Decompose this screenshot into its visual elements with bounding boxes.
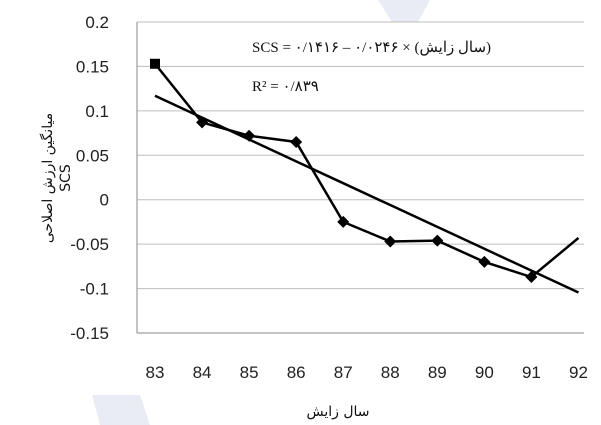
point-85 xyxy=(243,129,256,142)
x-tick-label-86: 86 xyxy=(287,363,306,382)
point-91 xyxy=(525,271,538,284)
y-tick-labels: 0.2 0.15 0.1 0.05 0 -0.05 -0.1 -0.15 xyxy=(70,13,109,343)
x-tick-label-87: 87 xyxy=(334,363,353,382)
x-tick-label-91: 91 xyxy=(522,363,541,382)
watermark-shape-bottom xyxy=(92,395,150,425)
x-tick-label-89: 89 xyxy=(428,363,447,382)
point-87 xyxy=(337,215,350,228)
y-tick-label-4: 0 xyxy=(100,191,109,210)
y-tick-label-6: -0.1 xyxy=(80,280,109,299)
watermark-shape-top xyxy=(378,0,430,22)
y-tick-label-3: 0.05 xyxy=(76,146,109,165)
series-observed-line xyxy=(154,62,580,279)
point-83 xyxy=(150,58,160,69)
r-squared-label: R² = ۰/۸۳۹ xyxy=(252,79,319,95)
x-tick-labels: 83 84 85 86 87 88 89 90 91 92 xyxy=(146,363,588,382)
x-tick-label-92: 92 xyxy=(569,363,588,382)
series-trend-line xyxy=(154,94,580,294)
x-tick-label-83: 83 xyxy=(146,363,165,382)
x-tick-label-88: 88 xyxy=(381,363,400,382)
point-90 xyxy=(478,255,491,268)
y-tick-label-7: -0.15 xyxy=(70,324,109,343)
x-tick-label-85: 85 xyxy=(240,363,259,382)
x-axis-title: سال زایش xyxy=(306,404,369,420)
point-84 xyxy=(196,116,209,129)
y-tick-label-2: 0.1 xyxy=(85,102,109,121)
y-axis-title-line1: میانگین ارزش اصلاحی xyxy=(39,113,56,243)
y-axis-title-line2: SCS xyxy=(58,164,74,192)
series-group xyxy=(150,58,580,294)
axes xyxy=(136,22,584,334)
regression-equation: SCS = ۰/۱۴۱۶ – ۰/۰۲۴۶ × (سال زایش) xyxy=(252,40,491,56)
point-86 xyxy=(290,135,303,148)
x-tick-label-84: 84 xyxy=(193,363,212,382)
y-tick-label-1: 0.15 xyxy=(76,57,109,76)
point-88 xyxy=(384,235,397,248)
point-89 xyxy=(431,234,444,247)
grid xyxy=(137,21,584,334)
y-tick-label-5: -0.05 xyxy=(70,235,109,254)
x-tick-label-90: 90 xyxy=(475,363,494,382)
y-axis-title: میانگین ارزش اصلاحی SCS xyxy=(39,113,74,243)
y-tick-label-0: 0.2 xyxy=(85,13,109,32)
